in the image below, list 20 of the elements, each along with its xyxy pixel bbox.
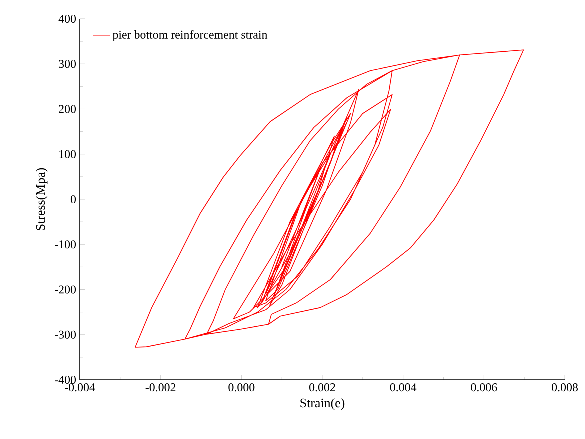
x-tick-label: 0.002 <box>310 384 336 392</box>
x-tick-label: 0.004 <box>390 384 417 392</box>
y-tick-label: 300 <box>59 60 76 68</box>
y-tick-label: 0 <box>70 195 76 204</box>
y-tick-label: -400 <box>55 376 76 384</box>
y-tick-label: -100 <box>55 240 76 249</box>
y-tick-label: 200 <box>59 105 76 114</box>
y-tick-label: 400 <box>58 14 76 24</box>
legend-label: pier bottom reinforcement strain <box>112 30 268 42</box>
line-series <box>134 50 524 348</box>
y-tick-label: -300 <box>55 330 76 339</box>
y-tick-label: 100 <box>60 150 76 158</box>
x-tick-label: 0.008 <box>552 384 578 392</box>
x-tick-label: -0.004 <box>64 384 96 392</box>
x-tick-label: -0.002 <box>146 384 176 392</box>
x-axis-title: Strain(e) <box>300 398 345 410</box>
y-axis-title: Stress(Mpa) <box>36 168 48 230</box>
x-tick-label: 0.000 <box>228 384 255 392</box>
y-tick-label: -200 <box>55 286 76 294</box>
x-tick-label: 0.006 <box>471 384 498 392</box>
